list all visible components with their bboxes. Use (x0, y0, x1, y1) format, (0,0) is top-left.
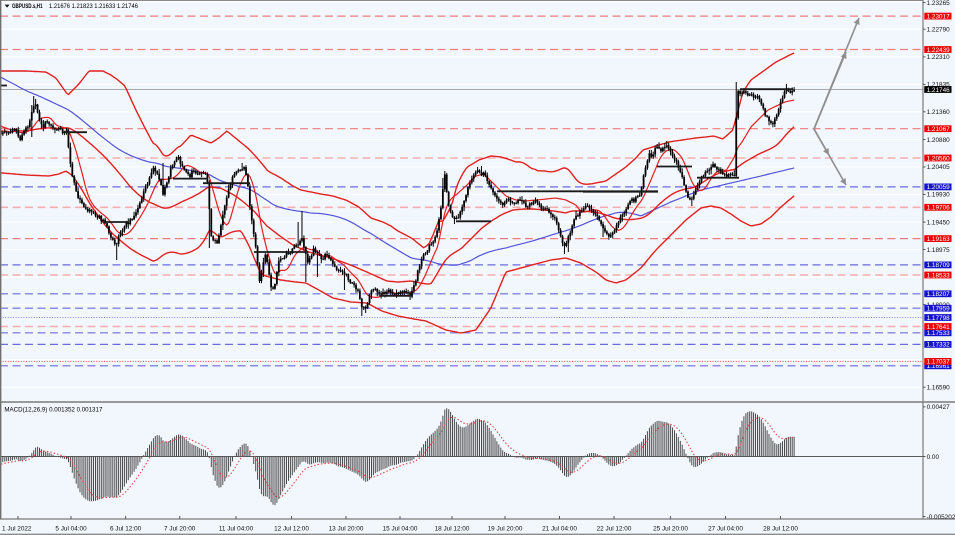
svg-text:0.00: 0.00 (927, 454, 940, 461)
svg-text:19 Jul 20:00: 19 Jul 20:00 (488, 525, 523, 532)
svg-text:13 Jul 20:00: 13 Jul 20:00 (329, 525, 364, 532)
svg-text:1.18533: 1.18533 (927, 272, 951, 279)
svg-text:1.17641: 1.17641 (927, 324, 951, 331)
svg-text:1.19930: 1.19930 (927, 192, 951, 199)
svg-text:1.20405: 1.20405 (927, 164, 951, 171)
svg-text:1.21067: 1.21067 (927, 126, 951, 133)
svg-text:1.18709: 1.18709 (927, 262, 951, 269)
svg-text:27 Jul 04:00: 27 Jul 04:00 (708, 525, 743, 532)
svg-text:1.17798: 1.17798 (927, 315, 951, 322)
svg-text:1.19450: 1.19450 (927, 219, 951, 226)
svg-text:1.18207: 1.18207 (927, 291, 951, 298)
svg-text:1.17037: 1.17037 (927, 359, 951, 366)
svg-text:1.19163: 1.19163 (927, 236, 951, 243)
svg-text:1.21746: 1.21746 (927, 87, 951, 94)
svg-text:1.19706: 1.19706 (927, 205, 951, 212)
svg-text:15 Jul 04:00: 15 Jul 04:00 (383, 525, 418, 532)
svg-text:1.20560: 1.20560 (927, 155, 951, 162)
svg-text:1.22310: 1.22310 (927, 54, 951, 61)
svg-text:5 Jul 04:00: 5 Jul 04:00 (55, 525, 87, 532)
svg-text:7 Jul 20:00: 7 Jul 20:00 (164, 525, 196, 532)
svg-text:22 Jul 12:00: 22 Jul 12:00 (597, 525, 632, 532)
svg-text:1.17959: 1.17959 (927, 306, 951, 313)
svg-text:1.17533: 1.17533 (927, 330, 951, 337)
svg-text:1.16590: 1.16590 (927, 385, 951, 392)
svg-text:GBPUSD.s,H1: GBPUSD.s,H1 (12, 3, 43, 10)
svg-text:1.17332: 1.17332 (927, 342, 951, 349)
svg-text:1.23017: 1.23017 (927, 13, 951, 20)
svg-text:1.23265: 1.23265 (927, 0, 951, 7)
svg-text:12 Jul 12:00: 12 Jul 12:00 (274, 525, 309, 532)
svg-text:1 Jul 2022: 1 Jul 2022 (2, 525, 32, 532)
svg-text:21 Jul 04:00: 21 Jul 04:00 (542, 525, 577, 532)
svg-text:1.20880: 1.20880 (927, 137, 951, 144)
svg-text:1.16961: 1.16961 (927, 363, 951, 370)
svg-text:0.00427: 0.00427 (927, 404, 951, 411)
svg-text:11 Jul 04:00: 11 Jul 04:00 (219, 525, 254, 532)
svg-text:25 Jul 20:00: 25 Jul 20:00 (653, 525, 688, 532)
svg-text:6 Jul 12:00: 6 Jul 12:00 (110, 525, 142, 532)
svg-text:-0.005202: -0.005202 (927, 514, 955, 521)
svg-text:1.18975: 1.18975 (927, 247, 951, 254)
svg-text:MACD(12,26,9) 0.001352 0.00131: MACD(12,26,9) 0.001352 0.001317 (4, 406, 103, 413)
svg-text:1.22790: 1.22790 (927, 27, 951, 34)
svg-text:1.21360: 1.21360 (927, 109, 951, 116)
svg-text:1.21835: 1.21835 (927, 82, 951, 89)
svg-text:28 Jul 12:00: 28 Jul 12:00 (763, 525, 798, 532)
svg-text:1.21676 1.21823 1.21633 1.2174: 1.21676 1.21823 1.21633 1.21746 (49, 3, 139, 10)
svg-text:1.22439: 1.22439 (927, 47, 951, 54)
svg-text:18 Jul 12:00: 18 Jul 12:00 (435, 525, 470, 532)
svg-text:1.20059: 1.20059 (927, 184, 951, 191)
